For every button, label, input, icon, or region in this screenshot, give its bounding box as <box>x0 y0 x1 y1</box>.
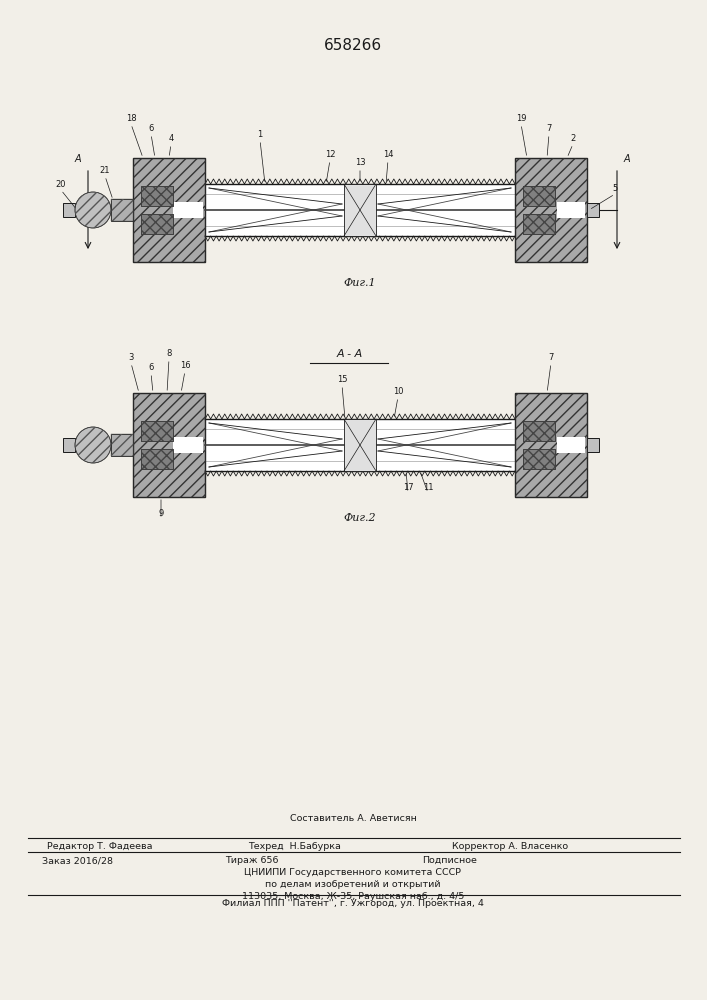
Text: 6: 6 <box>148 124 153 133</box>
Text: 3: 3 <box>128 353 134 362</box>
Bar <box>587 203 599 217</box>
Bar <box>523 449 555 469</box>
Bar <box>523 449 555 469</box>
Text: Заказ 2016/28: Заказ 2016/28 <box>42 856 114 865</box>
Text: по делам изобретений и открытий: по делам изобретений и открытий <box>265 880 440 889</box>
Text: Фиг.1: Фиг.1 <box>344 278 376 288</box>
Text: 7: 7 <box>547 124 551 133</box>
Text: Техред  Н.Бабурка: Техред Н.Бабурка <box>249 842 341 851</box>
Bar <box>141 421 173 441</box>
Circle shape <box>75 427 111 463</box>
Text: 10: 10 <box>393 387 403 396</box>
Bar <box>63 438 75 452</box>
Bar <box>205 184 515 236</box>
Bar <box>515 158 587 262</box>
Text: A: A <box>75 154 81 164</box>
Text: 113035, Москва, Ж-35, Раушская наб., д. 4/5: 113035, Москва, Ж-35, Раушская наб., д. … <box>242 892 464 901</box>
Bar <box>141 449 173 469</box>
Bar <box>344 419 376 471</box>
Bar <box>133 158 205 262</box>
Text: A - A: A - A <box>337 349 363 359</box>
Bar <box>523 421 555 441</box>
Bar <box>111 434 133 456</box>
Text: 15: 15 <box>337 375 347 384</box>
Text: 17: 17 <box>403 483 414 492</box>
Text: 21: 21 <box>100 166 110 175</box>
Text: 1: 1 <box>257 130 262 139</box>
Bar <box>557 202 585 218</box>
Bar <box>141 186 173 206</box>
Text: 2: 2 <box>571 134 575 143</box>
Bar <box>515 158 587 262</box>
Text: 658266: 658266 <box>324 37 382 52</box>
Text: 14: 14 <box>382 150 393 159</box>
Bar <box>141 186 173 206</box>
Circle shape <box>75 192 111 228</box>
Bar <box>205 419 515 471</box>
Bar <box>111 199 133 221</box>
Text: 7: 7 <box>549 353 554 362</box>
Bar <box>587 438 599 452</box>
Bar <box>523 214 555 234</box>
Bar <box>523 186 555 206</box>
Bar <box>557 437 585 453</box>
Text: ЦНИИПИ Государственного комитета СССР: ЦНИИПИ Государственного комитета СССР <box>245 868 462 877</box>
Text: Составитель А. Аветисян: Составитель А. Аветисян <box>290 814 416 823</box>
Bar <box>173 202 203 218</box>
Text: 6: 6 <box>148 363 153 372</box>
Text: 8: 8 <box>166 349 172 358</box>
Text: 13: 13 <box>355 158 366 167</box>
Text: 5: 5 <box>612 184 618 193</box>
Bar <box>63 203 75 217</box>
Bar <box>111 434 133 456</box>
Bar <box>111 199 133 221</box>
Text: Подписное: Подписное <box>423 856 477 865</box>
Text: Филиал ППП ''Патент'', г. Ужгород, ул. Проектная, 4: Филиал ППП ''Патент'', г. Ужгород, ул. П… <box>222 899 484 908</box>
Bar <box>141 449 173 469</box>
Bar <box>344 184 376 236</box>
Text: Редактор Т. Фадеева: Редактор Т. Фадеева <box>47 842 153 851</box>
Text: Фиг.2: Фиг.2 <box>344 513 376 523</box>
Text: Корректор А. Власенко: Корректор А. Власенко <box>452 842 568 851</box>
Bar <box>141 421 173 441</box>
Bar <box>133 393 205 497</box>
Bar <box>141 214 173 234</box>
Text: 9: 9 <box>158 509 163 518</box>
Text: 12: 12 <box>325 150 335 159</box>
Bar <box>523 186 555 206</box>
Bar <box>133 393 205 497</box>
Bar <box>523 421 555 441</box>
Text: Тираж 656: Тираж 656 <box>226 856 279 865</box>
Bar <box>133 158 205 262</box>
Text: 11: 11 <box>423 483 433 492</box>
Text: 4: 4 <box>168 134 174 143</box>
Bar <box>523 214 555 234</box>
Text: 18: 18 <box>126 114 136 123</box>
Bar <box>515 393 587 497</box>
Bar <box>515 393 587 497</box>
Text: 19: 19 <box>515 114 526 123</box>
Bar <box>141 214 173 234</box>
Bar <box>173 437 203 453</box>
Text: A: A <box>624 154 631 164</box>
Text: 20: 20 <box>56 180 66 189</box>
Text: 16: 16 <box>180 361 190 370</box>
